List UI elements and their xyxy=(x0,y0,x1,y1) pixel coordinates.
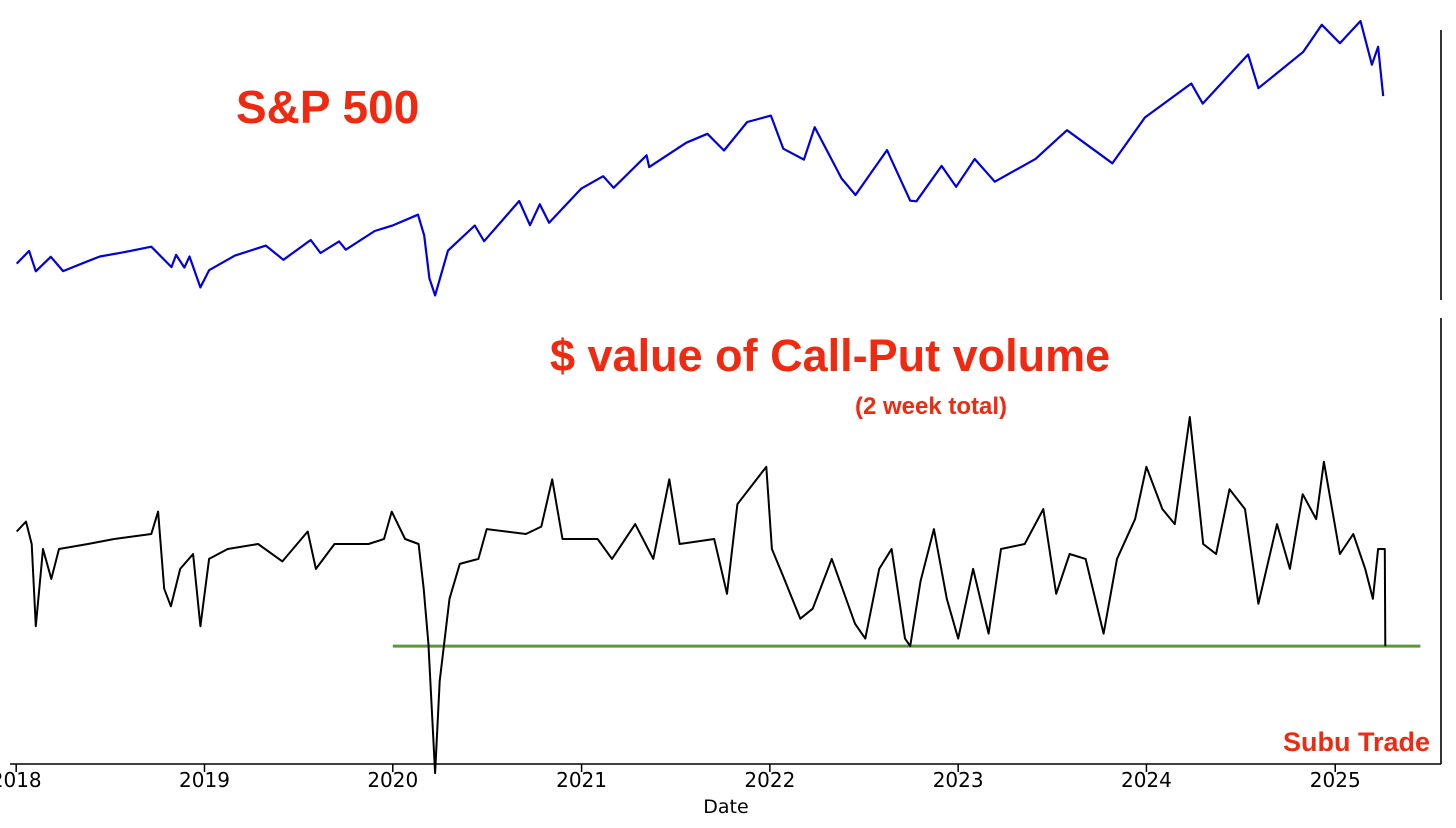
x-tick-label: 2024 xyxy=(1121,768,1172,792)
call-put-subtitle: (2 week total) xyxy=(855,393,1008,420)
call-put-title: $ value of Call-Put volume xyxy=(550,330,1111,381)
x-tick-label: 2022 xyxy=(744,768,795,792)
x-tick-label: 2025 xyxy=(1310,768,1361,792)
x-ticks: 2018 2019 2020 2021 2022 2023 2024 2025 xyxy=(0,764,1361,792)
x-tick-label: 2018 xyxy=(0,768,42,792)
x-tick-label: 2023 xyxy=(933,768,984,792)
watermark-label: Subu Trade xyxy=(1282,727,1430,757)
x-tick-label: 2021 xyxy=(556,768,607,792)
sp500-panel xyxy=(15,19,1442,300)
x-tick-label: 2020 xyxy=(367,768,418,792)
call-put-panel: 2018 2019 2020 2021 2022 2023 2024 2025 Date xyxy=(0,318,1442,818)
sp500-series-line xyxy=(15,19,1385,297)
sp500-title: S&P 500 xyxy=(236,81,420,133)
call-put-series-line xyxy=(15,416,1387,775)
x-axis-title: Date xyxy=(703,796,748,818)
x-tick-label: 2019 xyxy=(179,768,230,792)
